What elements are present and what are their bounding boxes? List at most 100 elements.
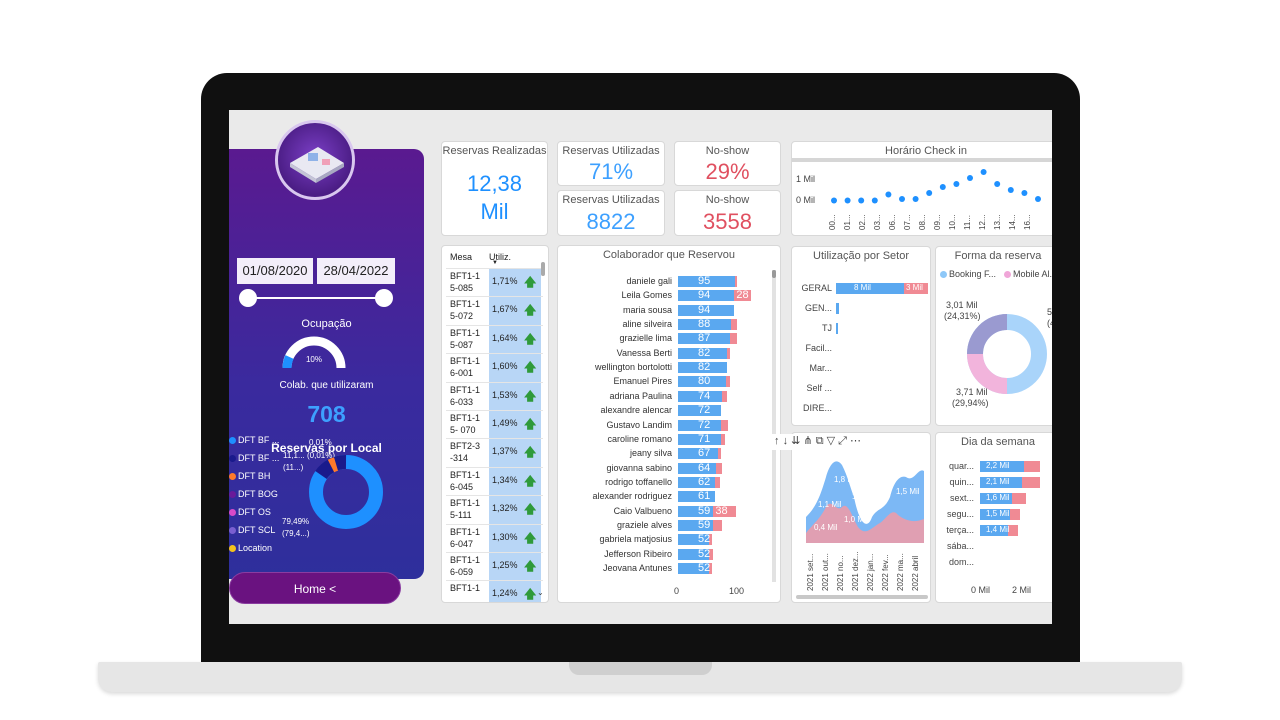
scroll-down-icon[interactable]: ⌄ — [537, 588, 544, 597]
setor-bar-used[interactable] — [836, 283, 904, 294]
legend-item[interactable]: DFT BF ... — [229, 453, 279, 463]
checkin-point[interactable] — [871, 197, 878, 204]
semana-bar-noshow[interactable] — [1012, 493, 1026, 504]
collab-bar-noshow[interactable] — [713, 505, 737, 517]
collab-bar-used[interactable] — [678, 333, 731, 345]
semana-bar-used[interactable] — [980, 477, 1022, 488]
collab-bar-used[interactable] — [678, 347, 728, 359]
semana-bar-noshow[interactable] — [1008, 525, 1018, 536]
table-row[interactable]: BFT1-1 5-087 1,64% 🡅 — [446, 324, 543, 353]
checkin-point[interactable] — [1035, 196, 1041, 202]
drill-up-icon[interactable]: ↑ — [774, 435, 780, 447]
collab-bar-used[interactable] — [678, 534, 710, 546]
table-row[interactable]: BFT1-1 5-111 1,32% 🡅 — [446, 495, 543, 523]
collab-bar-used[interactable] — [678, 390, 723, 402]
expand-level-icon[interactable]: ⇊ — [791, 435, 801, 447]
collab-bar-noshow[interactable] — [727, 347, 731, 359]
table-row[interactable]: BFT1-1 6-001 1,60% 🡅 — [446, 353, 543, 381]
collab-bar-used[interactable] — [678, 491, 715, 503]
date-slider-start-handle[interactable] — [239, 289, 257, 307]
checkin-point[interactable] — [967, 175, 973, 181]
checkin-point[interactable] — [953, 181, 960, 187]
collab-bar-used[interactable] — [678, 505, 714, 517]
setor-bar-used[interactable] — [836, 323, 838, 334]
checkin-point[interactable] — [926, 190, 933, 196]
timeline-scrollbar[interactable] — [796, 595, 928, 599]
setor-bar-used[interactable] — [836, 303, 839, 314]
table-row[interactable]: BFT1-1 5-072 1,67% 🡅 — [446, 296, 543, 324]
drill-down-icon[interactable]: ↓ — [782, 435, 789, 447]
setor-bar-noshow[interactable] — [904, 283, 928, 294]
checkin-point[interactable] — [912, 196, 919, 202]
semana-bar-used[interactable] — [980, 493, 1012, 504]
collab-bar-used[interactable] — [678, 376, 726, 388]
semana-bar-used[interactable] — [980, 509, 1010, 520]
forma-donut[interactable] — [964, 311, 1050, 397]
legend-item[interactable]: DFT SCL — [229, 525, 275, 535]
table-row[interactable]: BFT1-1 6-047 1,30% 🡅 — [446, 523, 543, 552]
collab-bar-noshow[interactable] — [721, 419, 728, 431]
table-row[interactable]: BFT1-1 1,24% 🡅 — [446, 580, 543, 602]
home-button[interactable]: Home < — [229, 572, 401, 604]
table-scrollbar[interactable] — [541, 262, 545, 276]
collab-bar-used[interactable] — [678, 448, 719, 460]
sort-arrow-icon[interactable]: ▼ — [492, 260, 498, 266]
reservas-local-donut[interactable] — [307, 453, 385, 531]
table-row[interactable]: BFT1-1 6-033 1,53% 🡅 — [446, 381, 543, 410]
mesa-header[interactable]: Mesa — [450, 252, 473, 262]
checkin-point[interactable] — [1007, 187, 1014, 193]
semana-bar-noshow[interactable] — [1022, 477, 1040, 488]
legend-item[interactable]: Location — [229, 543, 272, 553]
semana-bar-noshow[interactable] — [1024, 461, 1040, 472]
table-row[interactable]: BFT1-1 6-059 1,25% 🡅 — [446, 552, 543, 580]
checkin-point[interactable] — [899, 196, 905, 202]
checkin-point[interactable] — [1021, 190, 1028, 196]
timeline-area[interactable] — [806, 457, 924, 543]
table-row[interactable]: BFT1-1 5-085 1,71% 🡅 — [446, 268, 543, 296]
hierarchy-icon[interactable]: ⋔ — [803, 435, 813, 447]
semana-bar-noshow[interactable] — [1010, 509, 1020, 520]
table-row[interactable]: BFT1-1 5- 070 1,49% 🡅 — [446, 410, 543, 438]
date-start-field[interactable]: 01/08/2020 — [237, 258, 313, 284]
collab-bar-noshow[interactable] — [730, 333, 738, 345]
collab-bar-used[interactable] — [678, 362, 728, 374]
legend-item[interactable]: DFT BF ... — [229, 435, 279, 445]
legend-item[interactable]: DFT OS — [229, 507, 271, 517]
collab-bar-noshow[interactable] — [709, 548, 713, 560]
legend-item[interactable]: DFT BOG — [229, 489, 278, 499]
table-row[interactable]: BFT1-1 6-045 1,34% 🡅 — [446, 466, 543, 495]
collab-bar-noshow[interactable] — [709, 534, 712, 546]
forma-legend-2[interactable]: Mobile Al... — [1004, 269, 1052, 279]
checkin-point[interactable] — [885, 191, 892, 198]
checkin-point[interactable] — [980, 169, 987, 175]
utiliz-header[interactable]: Utiliz. — [489, 252, 511, 262]
date-end-field[interactable]: 28/04/2022 — [317, 258, 395, 284]
forma-legend-1[interactable]: Booking F... — [940, 269, 996, 279]
collab-bar-used[interactable] — [678, 563, 710, 574]
collab-bar-noshow[interactable] — [726, 376, 730, 388]
collab-bar-noshow[interactable] — [735, 276, 738, 287]
collab-bar-used[interactable] — [678, 433, 721, 445]
checkin-point[interactable] — [939, 184, 946, 190]
collab-bar-used[interactable] — [678, 519, 714, 531]
collab-bar-used[interactable] — [678, 319, 731, 331]
collab-bar-used[interactable] — [678, 405, 722, 417]
date-slider-end-handle[interactable] — [375, 289, 393, 307]
checkin-point[interactable] — [994, 181, 1001, 187]
colaborador-scrollbar[interactable] — [772, 270, 776, 582]
collab-bar-used[interactable] — [678, 276, 735, 287]
collab-bar-used[interactable] — [678, 290, 735, 302]
legend-item[interactable]: DFT BH — [229, 471, 270, 481]
collab-bar-used[interactable] — [678, 476, 716, 488]
semana-bar-used[interactable] — [980, 461, 1024, 472]
collab-bar-noshow[interactable] — [720, 433, 725, 445]
collab-bar-noshow[interactable] — [730, 319, 737, 331]
copy-icon[interactable]: ⧉ — [815, 435, 824, 447]
checkin-scrollbar[interactable] — [792, 158, 1052, 162]
date-slider-track[interactable] — [248, 297, 385, 299]
table-row[interactable]: BFT2-3 -314 1,37% 🡅 — [446, 438, 543, 466]
collab-bar-noshow[interactable] — [716, 462, 723, 474]
semana-bar-used[interactable] — [980, 525, 1008, 536]
collab-bar-noshow[interactable] — [713, 519, 722, 531]
collab-bar-used[interactable] — [678, 548, 710, 560]
